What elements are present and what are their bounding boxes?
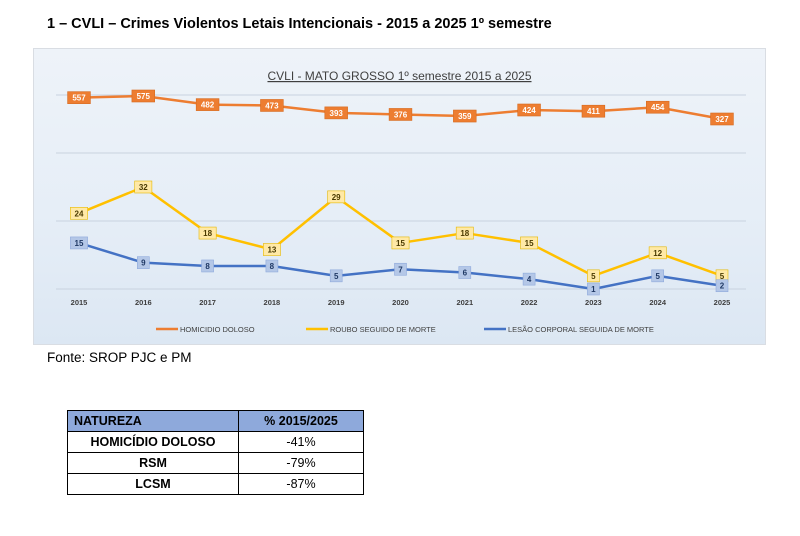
data-label-box xyxy=(137,256,150,269)
data-label-box xyxy=(522,272,536,286)
x-tick-label: 2024 xyxy=(649,298,667,307)
data-label: 4 xyxy=(527,275,532,284)
data-label-box xyxy=(710,112,734,126)
data-label: 29 xyxy=(332,193,341,202)
chart-canvas: CVLI - MATO GROSSO 1º semestre 2015 a 20… xyxy=(56,69,746,334)
legend-label: LESÃO CORPORAL SEGUIDA DE MORTE xyxy=(508,325,654,334)
data-label: 9 xyxy=(141,259,146,268)
data-label-box xyxy=(651,269,665,283)
data-label: 482 xyxy=(201,101,215,110)
data-label-box xyxy=(648,246,667,260)
data-label-box xyxy=(324,106,348,120)
x-tick-label: 2019 xyxy=(328,298,345,307)
data-label: 5 xyxy=(720,272,725,281)
table-cell-percent: -79% xyxy=(238,452,364,474)
data-label-box xyxy=(67,91,91,104)
data-label: 327 xyxy=(715,115,729,124)
x-tick-label: 2025 xyxy=(714,298,731,307)
source-note: Fonte: SROP PJC e PM xyxy=(47,350,192,365)
data-label: 424 xyxy=(522,106,536,115)
data-label-box xyxy=(388,108,413,121)
legend-label: ROUBO SEGUIDO DE MORTE xyxy=(330,325,436,334)
data-label: 359 xyxy=(458,112,472,121)
column-header-natureza: NATUREZA xyxy=(67,410,239,432)
x-tick-label: 2015 xyxy=(71,298,88,307)
legend-label: HOMICIDIO DOLOSO xyxy=(180,325,255,334)
data-label-box xyxy=(391,236,410,250)
data-label-box xyxy=(458,266,472,279)
x-tick-label: 2020 xyxy=(392,298,409,307)
data-label-box xyxy=(260,99,284,112)
data-label-box xyxy=(70,207,88,220)
table-cell-percent: -87% xyxy=(238,473,364,495)
x-tick-label: 2023 xyxy=(585,298,602,307)
x-tick-label: 2018 xyxy=(264,298,281,307)
data-label: 393 xyxy=(330,109,344,118)
data-label-box xyxy=(394,262,407,276)
data-label-box xyxy=(645,100,670,114)
data-label: 15 xyxy=(75,239,84,248)
data-label-box xyxy=(581,104,606,118)
data-label-box xyxy=(520,236,539,250)
data-label-box xyxy=(587,282,600,296)
data-label-box xyxy=(329,269,343,283)
data-label-box xyxy=(195,98,220,111)
chart-title: CVLI - MATO GROSSO 1º semestre 2015 a 20… xyxy=(267,69,531,83)
data-label: 1 xyxy=(591,285,596,294)
data-label: 6 xyxy=(463,269,468,278)
data-label: 376 xyxy=(394,110,408,119)
table-row: RSM -79% xyxy=(67,452,364,474)
data-label-box xyxy=(134,180,153,194)
data-label-box xyxy=(453,109,477,123)
data-label-box xyxy=(201,259,214,273)
table-cell-natureza: RSM xyxy=(67,452,239,474)
data-label: 5 xyxy=(591,272,596,281)
data-label: 2 xyxy=(720,282,725,291)
data-label-box xyxy=(327,190,346,204)
series-line-1 xyxy=(78,185,723,278)
data-label: 557 xyxy=(72,94,86,103)
table-row: HOMICÍDIO DOLOSO -41% xyxy=(67,431,364,453)
summary-table: NATUREZA % 2015/2025 HOMICÍDIO DOLOSO -4… xyxy=(67,410,364,495)
data-label-box xyxy=(517,103,541,117)
data-label: 8 xyxy=(270,262,275,271)
line-chart: CVLI - MATO GROSSO 1º semestre 2015 a 20… xyxy=(33,48,766,345)
data-label-box xyxy=(70,236,88,250)
data-label-box xyxy=(131,89,156,103)
data-label-box xyxy=(587,269,600,283)
data-label: 8 xyxy=(205,262,210,271)
data-label-box xyxy=(263,243,281,256)
x-tick-label: 2021 xyxy=(456,298,473,307)
x-tick-label: 2022 xyxy=(521,298,538,307)
data-label-box xyxy=(455,226,474,240)
data-label: 575 xyxy=(137,92,151,101)
page-heading: 1 – CVLI – Crimes Violentos Letais Inten… xyxy=(47,16,552,32)
x-tick-label: 2017 xyxy=(199,298,216,307)
data-label-box xyxy=(265,259,279,273)
data-label: 5 xyxy=(655,272,660,281)
data-label: 411 xyxy=(587,107,600,116)
data-label: 7 xyxy=(398,265,403,274)
data-label-box xyxy=(715,279,729,293)
data-label: 12 xyxy=(653,249,662,258)
table-row: LCSM -87% xyxy=(67,473,364,495)
table-cell-percent: -41% xyxy=(238,431,364,453)
table-header-row: NATUREZA % 2015/2025 xyxy=(67,410,364,432)
data-label: 15 xyxy=(396,239,405,248)
data-label: 454 xyxy=(651,103,665,112)
data-label: 18 xyxy=(460,229,469,238)
table-cell-natureza: HOMICÍDIO DOLOSO xyxy=(67,431,239,453)
data-label-box xyxy=(198,226,217,240)
data-label: 5 xyxy=(334,272,339,281)
table-cell-natureza: LCSM xyxy=(67,473,239,495)
column-header-percent: % 2015/2025 xyxy=(238,410,364,432)
data-label: 473 xyxy=(265,101,279,110)
x-tick-label: 2016 xyxy=(135,298,152,307)
data-label: 18 xyxy=(203,229,212,238)
data-label: 32 xyxy=(139,183,148,192)
data-label: 13 xyxy=(267,246,276,255)
data-label: 15 xyxy=(525,239,534,248)
data-label: 24 xyxy=(75,209,84,218)
